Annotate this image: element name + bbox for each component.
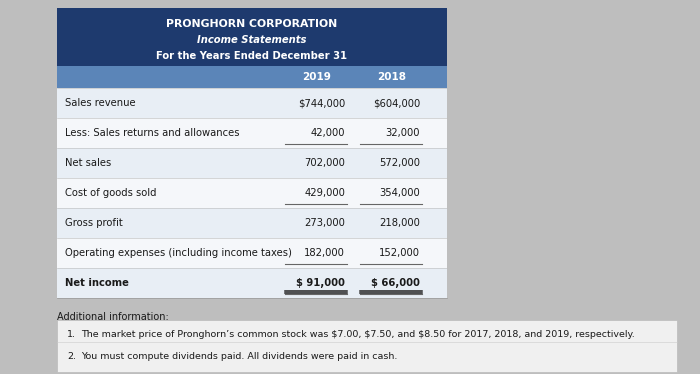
Bar	[57, 320, 677, 372]
Text: 2.: 2.	[67, 352, 76, 361]
Text: Gross profit: Gross profit	[65, 218, 122, 228]
Text: Income Statements: Income Statements	[197, 35, 307, 45]
Text: Sales revenue: Sales revenue	[65, 98, 136, 108]
Text: 354,000: 354,000	[379, 188, 420, 198]
Text: 2018: 2018	[377, 72, 407, 82]
Text: 42,000: 42,000	[311, 128, 345, 138]
Text: PRONGHORN CORPORATION: PRONGHORN CORPORATION	[167, 19, 337, 29]
Text: Net sales: Net sales	[65, 158, 111, 168]
Bar	[57, 66, 447, 88]
Bar	[57, 118, 447, 148]
Text: $ 66,000: $ 66,000	[371, 278, 420, 288]
Text: The market price of Pronghorn’s common stock was $7.00, $7.50, and $8.50 for 201: The market price of Pronghorn’s common s…	[81, 330, 635, 339]
Text: Less: Sales returns and allowances: Less: Sales returns and allowances	[65, 128, 239, 138]
Bar	[57, 148, 447, 178]
Text: Cost of goods sold: Cost of goods sold	[65, 188, 157, 198]
Text: 218,000: 218,000	[379, 218, 420, 228]
Bar	[57, 268, 447, 298]
Text: $ 91,000: $ 91,000	[296, 278, 345, 288]
Text: 152,000: 152,000	[379, 248, 420, 258]
Text: $604,000: $604,000	[372, 98, 420, 108]
Bar	[57, 208, 447, 238]
Text: 182,000: 182,000	[304, 248, 345, 258]
Text: For the Years Ended December 31: For the Years Ended December 31	[156, 50, 348, 61]
Text: 572,000: 572,000	[379, 158, 420, 168]
Text: Operating expenses (including income taxes): Operating expenses (including income tax…	[65, 248, 292, 258]
Text: 429,000: 429,000	[304, 188, 345, 198]
Text: 2019: 2019	[302, 72, 331, 82]
Bar	[57, 238, 447, 268]
Text: You must compute dividends paid. All dividends were paid in cash.: You must compute dividends paid. All div…	[81, 352, 398, 361]
Text: 32,000: 32,000	[386, 128, 420, 138]
Text: Additional information:: Additional information:	[57, 312, 169, 322]
Text: $744,000: $744,000	[298, 98, 345, 108]
Bar	[57, 88, 447, 118]
Text: 273,000: 273,000	[304, 218, 345, 228]
Text: 1.: 1.	[67, 330, 76, 339]
Text: 702,000: 702,000	[304, 158, 345, 168]
Bar	[57, 178, 447, 208]
Bar	[57, 8, 447, 66]
Text: Net income: Net income	[65, 278, 129, 288]
